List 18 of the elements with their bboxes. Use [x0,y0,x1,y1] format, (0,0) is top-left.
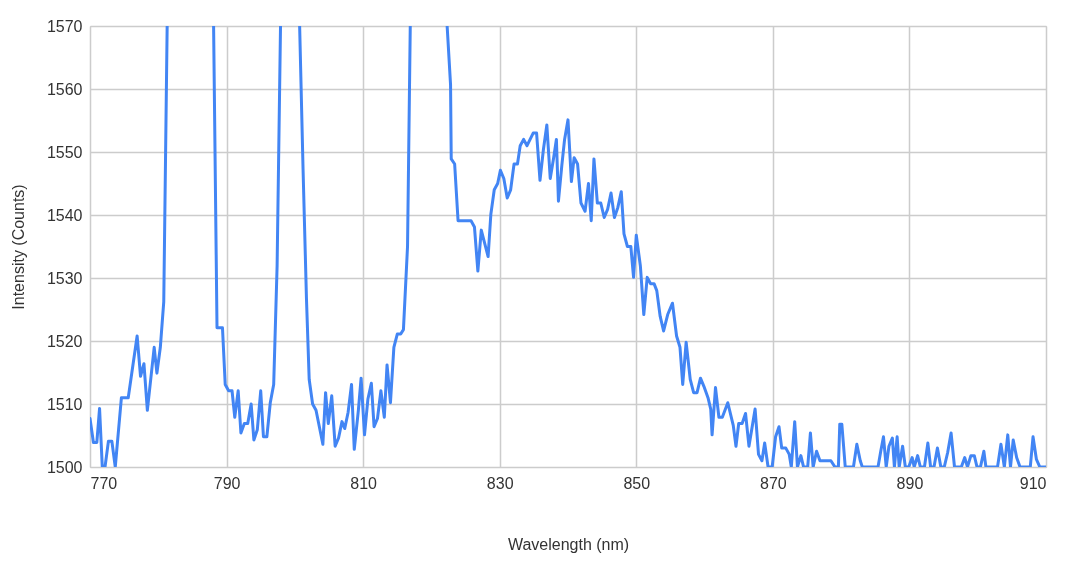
x-tick-label: 810 [350,474,378,492]
y-tick-label: 1530 [46,269,83,287]
x-tick-label: 890 [896,474,924,492]
x-axis-title: Wavelength (nm) [507,535,630,553]
x-tick-label: 870 [760,474,787,492]
y-tick-label: 1570 [46,17,83,35]
x-tick-label: 850 [623,474,651,492]
x-tick-label: 830 [486,474,514,492]
y-tick-label: 1540 [46,206,83,224]
y-tick-label: 1550 [46,143,83,161]
y-tick-label: 1510 [46,395,83,413]
x-tick-label: 790 [213,474,241,492]
y-tick-label: 1520 [46,332,83,350]
x-tick-label: 910 [1019,474,1047,492]
y-tick-label: 1560 [46,80,83,98]
x-tick-label: 770 [90,474,118,492]
y-tick-label: 1500 [46,458,83,476]
y-axis-title: Intensity (Counts) [9,184,27,310]
